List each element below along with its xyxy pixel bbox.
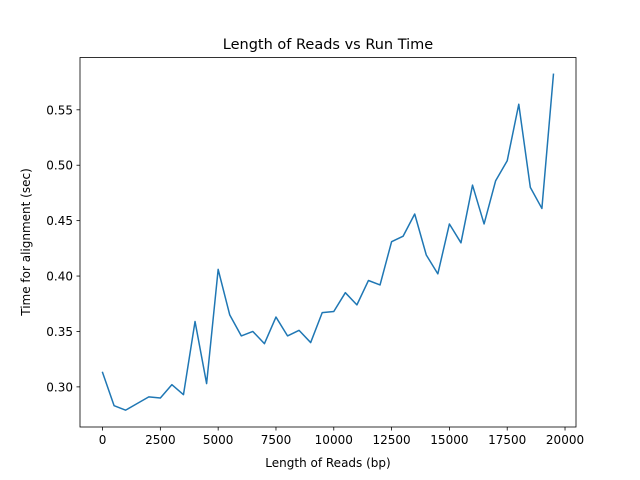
series-line-0 <box>101 73 555 411</box>
x-tick-label: 2500 <box>145 433 176 447</box>
x-tick-label: 15000 <box>430 433 468 447</box>
y-tick-label: 0.30 <box>46 380 73 394</box>
y-tick-label: 0.45 <box>46 214 73 228</box>
x-tick-label: 0 <box>99 433 107 447</box>
y-tick-label: 0.40 <box>46 270 73 284</box>
x-tick-label: 17500 <box>488 433 526 447</box>
y-tick-label: 0.55 <box>46 103 73 117</box>
y-axis-label: Time for alignment (sec) <box>19 168 33 317</box>
y-axis: 0.30 0.35 0.40 0.45 0.50 0.55 <box>46 103 80 394</box>
y-tick-label: 0.35 <box>46 325 73 339</box>
x-tick-label: 10000 <box>315 433 353 447</box>
y-tick-label: 0.50 <box>46 159 73 173</box>
x-axis: 0 2500 5000 7500 10000 12500 15000 17500 20000 <box>99 427 584 447</box>
chart-title: Length of Reads vs Run Time <box>223 37 434 53</box>
x-axis-label: Length of Reads (bp) <box>265 456 390 470</box>
x-tick-label: 12500 <box>372 433 410 447</box>
plot-area <box>101 73 555 411</box>
x-tick-label: 20000 <box>546 433 584 447</box>
x-tick-label: 5000 <box>203 433 234 447</box>
x-tick-label: 7500 <box>261 433 292 447</box>
axes-frame <box>79 57 577 428</box>
